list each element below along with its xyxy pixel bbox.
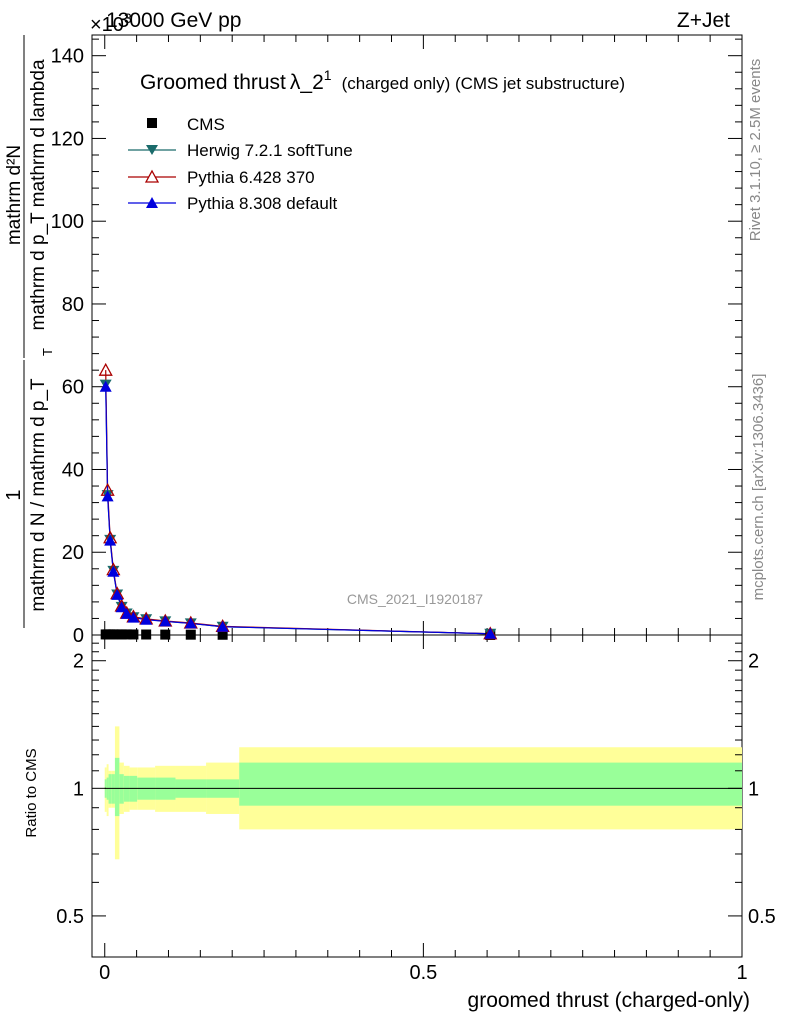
data-point-cms	[128, 629, 139, 640]
mcplots-label: mcplots.cern.ch [arXiv:1306.3436]	[750, 374, 767, 601]
legend-marker-pythia8	[146, 197, 158, 208]
x-tick-label: 1	[736, 962, 747, 984]
data-point-cms	[116, 629, 127, 640]
data-point-pythia8	[99, 380, 112, 392]
data-point-cms	[160, 629, 171, 640]
main-y-tick-label: 20	[62, 542, 84, 564]
main-y-tick-label: 40	[62, 459, 84, 481]
ratio-y-tick-label-right: 1	[748, 778, 759, 800]
ylabel-prefix: 1	[3, 489, 25, 500]
data-point-pythia8	[111, 588, 124, 600]
x-tick-label: 0	[99, 962, 110, 984]
energy-label: 13000 GeV pp	[106, 9, 241, 32]
ratio-band-inner	[108, 774, 112, 804]
data-point-pythia8	[184, 617, 197, 629]
legend: CMS Herwig 7.2.1 softTune Pythia 6.428 3…	[128, 115, 353, 213]
series-markers	[98, 362, 498, 640]
ratio-band-inner	[239, 762, 743, 806]
legend-marker-cms	[147, 118, 157, 128]
x-tick-label: 0.5	[409, 962, 437, 984]
main-y-tick-label: 100	[51, 211, 84, 233]
data-point-pythia8	[107, 565, 120, 577]
data-point-pythia8	[216, 620, 229, 632]
main-y-tick-label: 60	[62, 377, 84, 399]
main-y-axis: 0 20 40 60 80 100 120 140	[51, 38, 742, 647]
ylabel-subscript: T	[40, 348, 55, 356]
ratio-y-axis-label: Ratio to CMS	[23, 748, 40, 837]
legend-marker-pythia6	[144, 169, 160, 183]
data-point-pythia8	[115, 601, 128, 613]
ratio-bands	[104, 726, 743, 860]
main-y-tick-label: 120	[51, 128, 84, 150]
ratio-y-tick-label-right: 0.5	[748, 906, 776, 928]
ratio-y-tick-label-right: 2	[748, 651, 759, 673]
ylabel-numerator: mathrm d²N	[4, 145, 25, 245]
ratio-y-tick-label: 1	[73, 778, 84, 800]
main-y-axis-label: 1 mathrm d N / mathrm d p_T mathrm d²N m…	[3, 35, 55, 628]
ratio-y-axis: 0.5 0.5 1 1 2 2	[56, 642, 776, 928]
ratio-band-inner	[119, 774, 124, 804]
ratio-band-inner	[111, 774, 115, 804]
plot-title: Groomed thrust λ_21 (charged only) (CMS je…	[140, 67, 625, 94]
data-point-pythia8	[484, 627, 497, 639]
ylabel-denominator: mathrm d p_T mathrm d lambda	[28, 59, 49, 330]
ratio-band-inner	[114, 757, 120, 817]
ylabel-prefix-denominator: mathrm d N / mathrm d p_T	[28, 378, 49, 612]
main-y-tick-label: 140	[51, 46, 84, 68]
data-point-pythia8	[120, 607, 133, 619]
data-point-pythia8	[159, 615, 172, 627]
data-point-pythia8	[104, 534, 117, 546]
ratio-y-tick-label: 2	[73, 651, 84, 673]
process-label: Z+Jet	[677, 9, 730, 32]
legend-label-pythia8: Pythia 8.308 default	[187, 194, 338, 213]
x-axis-label: groomed thrust (charged-only)	[468, 989, 750, 1012]
data-point-pythia8	[127, 611, 140, 623]
legend-label-herwig: Herwig 7.2.1 softTune	[187, 141, 353, 160]
data-point-cms	[217, 629, 228, 640]
ratio-y-tick-label: 0.5	[56, 906, 84, 928]
data-point-pythia8	[140, 613, 153, 625]
rivet-label: Rivet 3.1.10, ≥ 2.5M events	[747, 59, 764, 242]
legend-label-cms: CMS	[187, 115, 225, 134]
data-point-cms	[185, 629, 196, 640]
data-point-cms	[141, 629, 152, 640]
data-point-pythia8	[101, 490, 114, 502]
exponent-label: ×103	[90, 10, 132, 36]
data-point-cms	[121, 629, 132, 640]
data-point-pythia6	[98, 362, 113, 376]
analysis-label: CMS_2021_I1920187	[347, 591, 483, 607]
legend-marker-herwig	[146, 145, 158, 155]
main-y-tick-label: 80	[62, 294, 84, 316]
legend-label-pythia6: Pythia 6.428 370	[187, 168, 315, 187]
main-y-tick-label: 0	[73, 625, 84, 647]
